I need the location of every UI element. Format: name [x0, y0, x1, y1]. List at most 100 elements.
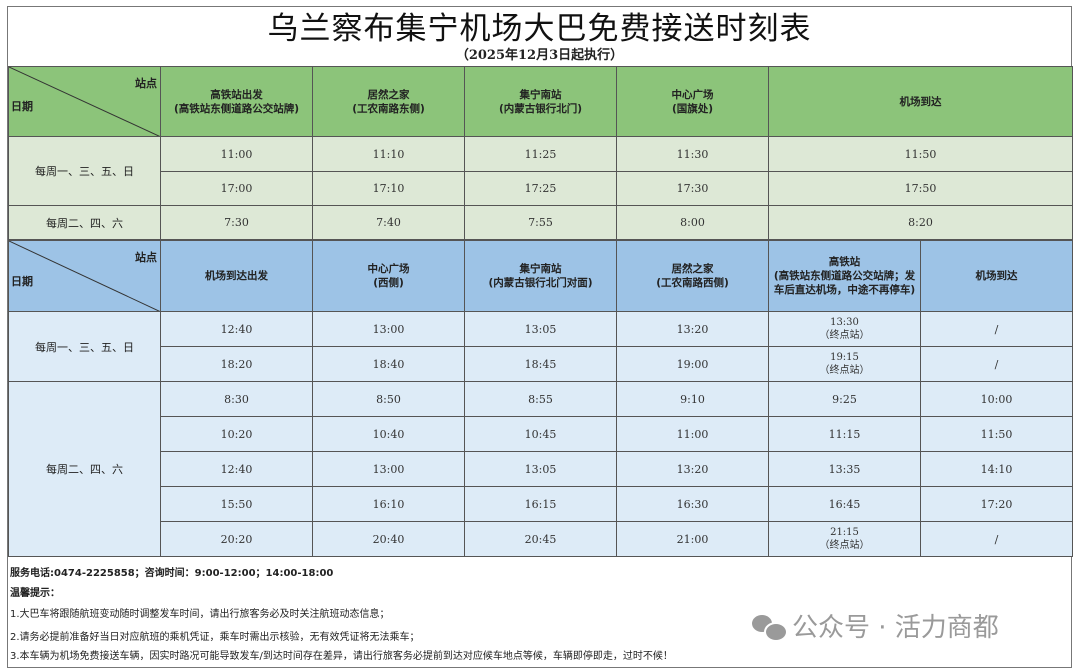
- time-cell: /: [920, 311, 1073, 347]
- day-cell: 每周一、三、五、日: [8, 136, 161, 206]
- table-row: 每周二、四、六 7:30 7:40 7:55 8:00 8:20: [8, 205, 1073, 240]
- time-cell: 17:10: [312, 171, 465, 206]
- time-cell: 10:45: [464, 416, 617, 452]
- time-cell: 14:10: [920, 451, 1073, 487]
- diagonal-line: [9, 241, 159, 311]
- time-cell: 12:40: [160, 451, 313, 487]
- table-row: 12:40 13:00 13:05 13:20 13:35 14:10: [9, 451, 1073, 487]
- time-cell: 10:20: [160, 416, 313, 452]
- time-cell: 13:20: [616, 451, 769, 487]
- time-cell: 8:20: [768, 205, 1073, 240]
- time-cell: 10:40: [312, 416, 465, 452]
- time-cell: 11:00: [160, 136, 313, 172]
- header-cell: 机场到达: [768, 66, 1073, 137]
- time-cell: 9:10: [616, 381, 769, 417]
- time-cell: 7:55: [464, 205, 617, 240]
- time-cell: /: [920, 521, 1073, 557]
- time-cell: 13:00: [312, 311, 465, 347]
- time-cell: 21:00: [616, 521, 769, 557]
- service-info: 服务电话:0474-2225858；咨询时间：9:00-12:00；14:00-…: [10, 568, 334, 579]
- time-cell: 18:40: [312, 346, 465, 382]
- table-row: 每周二、四、六 8:30 8:50 8:55 9:10 9:25 10:00: [8, 381, 1073, 557]
- time-cell: 17:50: [768, 171, 1073, 206]
- corner-cell: 站点 日期: [8, 240, 161, 312]
- effective-date: （2025年12月3日起执行）: [455, 48, 624, 63]
- time-cell: 11:25: [464, 136, 617, 172]
- time-cell: 13:05: [464, 451, 617, 487]
- time-cell: 13:05: [464, 311, 617, 347]
- header-cell: 高铁站出发 (高铁站东侧道路公交站牌): [160, 66, 313, 137]
- table-row: 10:20 10:40 10:45 11:00 11:15 11:50: [9, 416, 1073, 452]
- terminal-time-cell: 21:15 （终点站）: [768, 521, 921, 557]
- terminal-time-cell: 13:30 （终点站）: [768, 311, 921, 347]
- table-row: 每周一、三、五、日 11:00 11:10 11:25 11:30 11:50: [8, 136, 1073, 206]
- time-cell: 11:10: [312, 136, 465, 172]
- header-cell: 集宁南站 (内蒙古银行北门): [464, 66, 617, 137]
- time-cell: 17:20: [920, 486, 1073, 522]
- timetable-sheet: 乌兰察布集宁机场大巴免费接送时刻表 （2025年12月3日起执行） 站点 日期 …: [7, 6, 1073, 668]
- title-block: 乌兰察布集宁机场大巴免费接送时刻表 （2025年12月3日起执行）: [8, 7, 1071, 67]
- time-cell: 18:45: [464, 346, 617, 382]
- time-cell: 11:50: [920, 416, 1073, 452]
- table-row: 每周一、三、五、日 12:40 13:00 13:05 13:20 13:30 （…: [8, 311, 1073, 382]
- time-cell: 13:00: [312, 451, 465, 487]
- page-title: 乌兰察布集宁机场大巴免费接送时刻表: [267, 11, 812, 47]
- day-cell: 每周二、四、六: [8, 205, 161, 240]
- diagonal-line: [9, 67, 159, 136]
- time-cell: 8:55: [464, 381, 617, 417]
- time-cell: 11:15: [768, 416, 921, 452]
- header-cell: 中心广场 (国旗处): [616, 66, 769, 137]
- tip-item: 1.大巴车将跟随航班变动随时调整发车时间，请出行旅客务必及时关注航班动态信息；: [10, 609, 390, 620]
- corner-cell: 站点 日期: [8, 66, 161, 137]
- day-cell: 每周一、三、五、日: [8, 311, 161, 382]
- time-cell: 17:00: [160, 171, 313, 206]
- time-cell: 16:30: [616, 486, 769, 522]
- time-cell: 16:10: [312, 486, 465, 522]
- time-cell: 16:45: [768, 486, 921, 522]
- header-cell: 机场到达出发: [160, 240, 313, 312]
- time-cell: 9:25: [768, 381, 921, 417]
- time-cell: 16:15: [464, 486, 617, 522]
- time-cell: 10:00: [920, 381, 1073, 417]
- terminal-time-cell: 19:15 （终点站）: [768, 346, 921, 382]
- day-cell: 每周二、四、六: [8, 381, 161, 557]
- watermark: 公众号 · 活力商都: [752, 607, 999, 644]
- header-cell: 高铁站 (高铁站东侧道路公交站牌；发车后直达机场，中途不再停车): [768, 240, 921, 312]
- tips-title: 温馨提示：: [10, 588, 60, 599]
- time-cell: 19:00: [616, 346, 769, 382]
- time-cell: 11:50: [768, 136, 1073, 172]
- footer-notes: 服务电话:0474-2225858；咨询时间：9:00-12:00；14:00-…: [8, 558, 1071, 668]
- time-cell: 11:00: [616, 416, 769, 452]
- tip-item: 3.本车辆为机场免费接送车辆，因实时路况可能导致发车/到达时间存在差异，请出行旅…: [10, 651, 673, 662]
- header-cell: 集宁南站 (内蒙古银行北门对面): [464, 240, 617, 312]
- time-cell: 13:35: [768, 451, 921, 487]
- time-cell: 20:40: [312, 521, 465, 557]
- station-label: 站点: [135, 251, 157, 264]
- time-cell: 13:20: [616, 311, 769, 347]
- date-label: 日期: [11, 275, 33, 288]
- time-cell: 8:50: [312, 381, 465, 417]
- time-cell: 8:30: [160, 381, 313, 417]
- wechat-icon: [752, 613, 788, 642]
- time-cell: 12:40: [160, 311, 313, 347]
- time-cell: /: [920, 346, 1073, 382]
- table-row: 18:20 18:40 18:45 19:00 19:15 （终点站） /: [9, 346, 1073, 382]
- header-cell: 机场到达: [920, 240, 1073, 312]
- table-row: 17:00 17:10 17:25 17:30 17:50: [9, 171, 1073, 206]
- table-row: 20:20 20:40 20:45 21:00 21:15 （终点站） /: [9, 521, 1073, 557]
- watermark-text: 公众号 · 活力商都: [792, 613, 999, 643]
- time-cell: 11:30: [616, 136, 769, 172]
- header-cell: 居然之家 (工农南路东侧): [312, 66, 465, 137]
- time-cell: 18:20: [160, 346, 313, 382]
- header-cell: 居然之家 (工农南路西侧): [616, 240, 769, 312]
- time-cell: 7:30: [160, 205, 313, 240]
- date-label: 日期: [11, 100, 33, 113]
- time-cell: 20:45: [464, 521, 617, 557]
- time-cell: 17:30: [616, 171, 769, 206]
- time-cell: 20:20: [160, 521, 313, 557]
- header-cell: 中心广场 (西侧): [312, 240, 465, 312]
- time-cell: 7:40: [312, 205, 465, 240]
- outbound-header-row: 站点 日期 高铁站出发 (高铁站东侧道路公交站牌) 居然之家 (工农南路东侧) 集宁…: [8, 66, 1073, 137]
- station-label: 站点: [135, 77, 157, 90]
- inbound-header-row: 站点 日期 机场到达出发 中心广场 (西侧) 集宁南站 (内蒙古银行北门对面) 居然…: [8, 240, 1073, 312]
